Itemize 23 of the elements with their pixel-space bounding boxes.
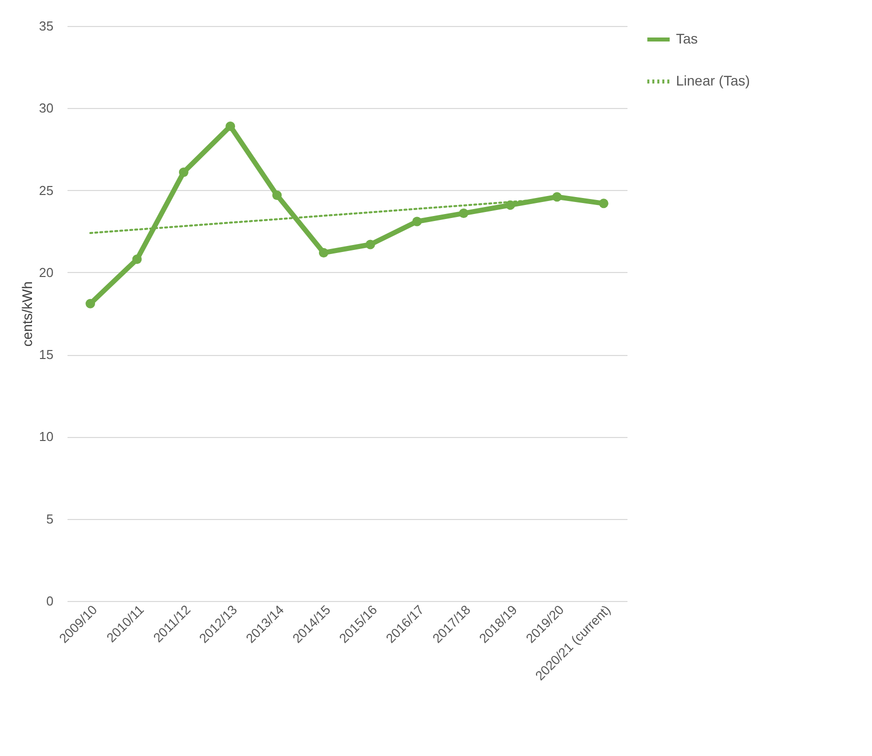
point (86, 298, 96, 308)
y-axis-title: cents/kWh (19, 281, 36, 347)
point (552, 192, 562, 202)
y-tick-label: 35 (39, 18, 54, 34)
legend-label: Tas (676, 30, 698, 46)
point (366, 240, 376, 250)
point (272, 190, 282, 200)
point (506, 200, 516, 210)
y-tick-label: 0 (46, 594, 54, 608)
y-tick-label: 15 (39, 347, 54, 362)
y-tick-label: 25 (39, 182, 54, 198)
point (178, 167, 188, 177)
point (458, 208, 468, 218)
y-tick-label: 20 (39, 264, 54, 280)
y-tick-label: 30 (39, 100, 54, 116)
y-tick-label: 5 (46, 511, 54, 526)
point (132, 254, 142, 264)
y-tick-label: 10 (39, 429, 54, 444)
point (318, 248, 328, 258)
point (412, 216, 422, 226)
legend-label: Linear (Tas) (676, 72, 750, 88)
point (226, 121, 236, 131)
point (598, 198, 608, 208)
